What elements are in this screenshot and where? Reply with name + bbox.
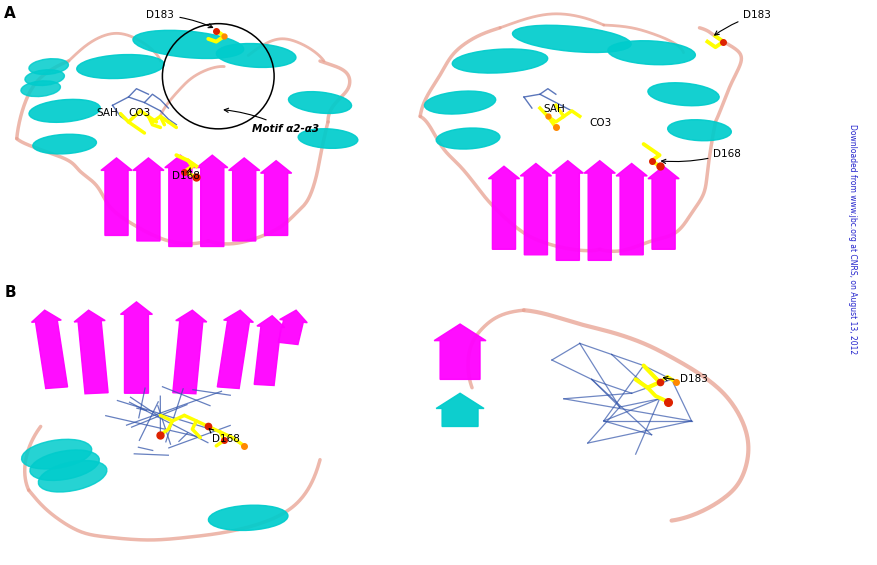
Text: D183: D183 bbox=[715, 10, 771, 35]
FancyArrow shape bbox=[260, 160, 292, 236]
Ellipse shape bbox=[32, 134, 96, 154]
FancyArrow shape bbox=[133, 158, 164, 241]
FancyArrow shape bbox=[520, 163, 552, 255]
Ellipse shape bbox=[289, 92, 352, 114]
FancyArrow shape bbox=[434, 324, 486, 380]
Ellipse shape bbox=[648, 82, 719, 106]
FancyArrow shape bbox=[217, 310, 253, 389]
Ellipse shape bbox=[667, 120, 731, 141]
Ellipse shape bbox=[25, 69, 64, 85]
Ellipse shape bbox=[39, 460, 107, 492]
Ellipse shape bbox=[209, 505, 288, 531]
Text: D168: D168 bbox=[173, 168, 200, 181]
Text: A: A bbox=[4, 6, 16, 21]
Ellipse shape bbox=[512, 25, 631, 53]
Text: CO3: CO3 bbox=[589, 118, 612, 128]
Ellipse shape bbox=[424, 91, 496, 114]
Text: D168: D168 bbox=[661, 149, 741, 163]
FancyArrow shape bbox=[229, 158, 260, 241]
Ellipse shape bbox=[133, 31, 244, 59]
Text: CO3: CO3 bbox=[129, 108, 151, 119]
FancyArrow shape bbox=[173, 310, 207, 394]
FancyArrow shape bbox=[101, 158, 132, 236]
FancyArrow shape bbox=[278, 310, 307, 345]
FancyArrow shape bbox=[75, 310, 108, 394]
Ellipse shape bbox=[29, 99, 100, 123]
Ellipse shape bbox=[30, 450, 99, 480]
Text: Motif α2-α3: Motif α2-α3 bbox=[225, 108, 319, 133]
Ellipse shape bbox=[29, 59, 68, 75]
Text: D168: D168 bbox=[210, 429, 240, 444]
FancyArrow shape bbox=[120, 302, 153, 393]
FancyArrow shape bbox=[32, 310, 68, 389]
Text: SAH: SAH bbox=[544, 104, 566, 114]
Text: SAH: SAH bbox=[96, 108, 118, 119]
Text: D183: D183 bbox=[146, 10, 212, 28]
FancyArrow shape bbox=[617, 163, 647, 255]
FancyArrow shape bbox=[584, 160, 616, 260]
Ellipse shape bbox=[77, 55, 164, 79]
Ellipse shape bbox=[21, 81, 61, 97]
FancyArrow shape bbox=[165, 155, 196, 246]
FancyArrow shape bbox=[436, 393, 484, 427]
FancyArrow shape bbox=[196, 155, 228, 246]
Text: D183: D183 bbox=[664, 374, 708, 384]
Ellipse shape bbox=[608, 41, 695, 65]
Text: B: B bbox=[4, 285, 16, 301]
FancyArrow shape bbox=[488, 166, 519, 249]
Ellipse shape bbox=[453, 49, 548, 73]
Ellipse shape bbox=[217, 44, 296, 67]
FancyArrow shape bbox=[254, 316, 285, 385]
Ellipse shape bbox=[436, 128, 500, 149]
FancyArrow shape bbox=[648, 166, 679, 249]
Ellipse shape bbox=[298, 129, 358, 149]
FancyArrow shape bbox=[553, 160, 583, 260]
Ellipse shape bbox=[22, 440, 92, 469]
Text: Downloaded from www.jbc.org at CNRS, on August 13, 2012: Downloaded from www.jbc.org at CNRS, on … bbox=[848, 124, 857, 354]
